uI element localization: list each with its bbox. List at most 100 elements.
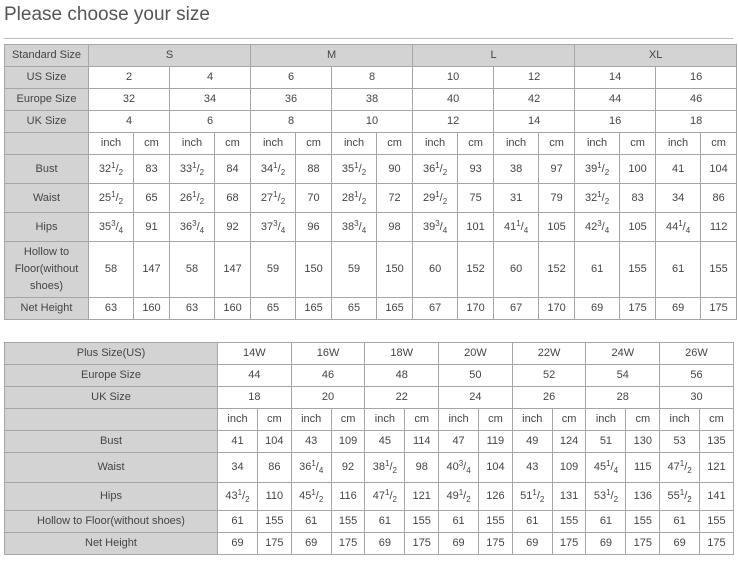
measurement-cell: 251/2 bbox=[88, 183, 134, 213]
fraction-numerator: 1 bbox=[678, 218, 683, 228]
measurement-cell: 43 bbox=[290, 430, 332, 453]
plus-size-value: 22W bbox=[511, 342, 587, 365]
fraction-denominator: 2 bbox=[245, 495, 250, 504]
unit-inch: inch bbox=[412, 132, 459, 155]
unit-inch: inch bbox=[169, 132, 215, 155]
measurement-cell: 69 bbox=[290, 532, 332, 555]
table-row: Plus Size(US) 14W 16W 18W 20W 22W 24W 26W bbox=[4, 342, 734, 365]
table-row: Hollow to Floor(without shoes) 58 147 58 147… bbox=[4, 241, 738, 298]
uk-size-value: 26 bbox=[511, 386, 587, 409]
measurement-cell: 91 bbox=[133, 212, 170, 242]
unit-inch: inch bbox=[655, 132, 702, 155]
measurement-cell: 165 bbox=[376, 297, 414, 320]
measurement-cell: 175 bbox=[700, 297, 738, 320]
measurement-cell: 126 bbox=[478, 482, 513, 511]
unit-inch: inch bbox=[364, 408, 406, 431]
table-row: Bust 321/2 83 331/2 84 341/2 88 351/2 90 361/2 93 3… bbox=[4, 154, 738, 184]
measurement-cell: 112 bbox=[700, 212, 738, 242]
unit-inch: inch bbox=[493, 132, 540, 155]
measurement-label: Net Height bbox=[4, 297, 89, 320]
unit-cm: cm bbox=[538, 132, 576, 155]
europe-size-value: 42 bbox=[493, 88, 576, 111]
whole-number: 36 bbox=[179, 220, 193, 233]
whole-number: 39 bbox=[584, 162, 598, 175]
measurement-cell: 97 bbox=[538, 154, 576, 184]
measurement-cell: 72 bbox=[376, 183, 414, 213]
whole-number: 38 bbox=[341, 220, 355, 233]
fraction-numerator: 3 bbox=[111, 218, 116, 228]
measurement-label: Hips bbox=[4, 212, 89, 242]
whole-number: 36 bbox=[299, 461, 312, 473]
whole-number: 44 bbox=[665, 220, 679, 233]
us-size-label: US Size bbox=[4, 66, 89, 89]
fraction-denominator: 4 bbox=[361, 225, 367, 235]
fraction-numerator: 1 bbox=[192, 160, 197, 170]
measurement-label: Hollow to Floor(without shoes) bbox=[4, 510, 218, 533]
measurement-cell: 61 bbox=[364, 510, 406, 533]
measurement-cell: 351/2 bbox=[331, 154, 378, 184]
plus-size-value: 16W bbox=[290, 342, 366, 365]
unit-inch: inch bbox=[88, 132, 134, 155]
measurement-cell: 61 bbox=[511, 510, 553, 533]
fraction-numerator: 1 bbox=[111, 189, 116, 199]
fraction-numerator: 1 bbox=[532, 488, 537, 497]
plus-size-value: 26W bbox=[659, 342, 734, 365]
europe-size-value: 40 bbox=[412, 88, 495, 111]
measurement-cell: 175 bbox=[699, 532, 734, 555]
standard-size-header: XL bbox=[574, 44, 738, 67]
measurement-cell: 43 bbox=[511, 452, 553, 483]
measurement-cell: 61 bbox=[290, 510, 332, 533]
unit-inch: inch bbox=[290, 408, 332, 431]
fraction-numerator: 1 bbox=[435, 189, 440, 199]
europe-size-label: Europe Size bbox=[4, 364, 218, 387]
measurement-cell: 361/2 bbox=[412, 154, 459, 184]
fraction-denominator: 2 bbox=[392, 495, 397, 504]
measurement-cell: 341/2 bbox=[250, 154, 297, 184]
whole-number: 29 bbox=[422, 191, 436, 204]
table-row: UK Size 18 20 22 24 26 28 30 bbox=[4, 386, 734, 409]
whole-number: 53 bbox=[593, 490, 607, 502]
measurement-cell: 155 bbox=[478, 510, 513, 533]
measurement-cell: 150 bbox=[295, 241, 333, 298]
measurement-cell: 393/4 bbox=[412, 212, 459, 242]
europe-size-value: 48 bbox=[364, 364, 440, 387]
unit-cm: cm bbox=[551, 408, 587, 431]
whole-number: 43 bbox=[225, 490, 238, 502]
fraction-denominator: 4 bbox=[604, 225, 610, 235]
measurement-cell: 155 bbox=[700, 241, 738, 298]
fraction-numerator: 3 bbox=[192, 218, 197, 228]
unit-inch: inch bbox=[585, 408, 627, 431]
measurement-cell: 41 bbox=[217, 430, 258, 453]
measurement-cell: 121 bbox=[404, 482, 440, 511]
uk-size-value: 14 bbox=[493, 110, 576, 133]
measurement-cell: 136 bbox=[625, 482, 661, 511]
europe-size-value: 34 bbox=[168, 88, 252, 111]
europe-size-value: 52 bbox=[511, 364, 587, 387]
measurement-cell: 92 bbox=[213, 212, 252, 242]
measurement-cell: 83 bbox=[133, 154, 170, 184]
measurement-cell: 45 bbox=[364, 430, 406, 453]
measurement-cell: 175 bbox=[625, 532, 661, 555]
fraction-numerator: 1 bbox=[237, 488, 243, 497]
table-row: Hollow to Floor(without shoes) 61 155 61 155… bbox=[4, 510, 734, 533]
uk-size-value: 16 bbox=[574, 110, 657, 133]
measurement-label: Hips bbox=[4, 482, 218, 511]
us-size-value: 8 bbox=[331, 66, 414, 89]
measurement-label: Bust bbox=[4, 430, 218, 453]
measurement-cell: 90 bbox=[376, 154, 414, 184]
measurement-cell: 451/4 bbox=[585, 452, 627, 483]
us-size-value: 4 bbox=[168, 66, 252, 89]
standard-size-header: M bbox=[250, 44, 414, 67]
measurement-cell: 93 bbox=[457, 154, 495, 184]
measurement-cell: 175 bbox=[551, 532, 587, 555]
uk-size-value: 10 bbox=[331, 110, 414, 133]
europe-size-value: 44 bbox=[574, 88, 657, 111]
fraction-denominator: 2 bbox=[118, 196, 124, 206]
measurement-cell: 79 bbox=[538, 183, 576, 213]
fraction-numerator: 1 bbox=[606, 459, 611, 468]
fraction-denominator: 2 bbox=[442, 167, 448, 177]
measurement-cell: 69 bbox=[574, 297, 621, 320]
measurement-cell: 65 bbox=[331, 297, 378, 320]
unit-cm: cm bbox=[133, 132, 170, 155]
measurement-cell: 155 bbox=[551, 510, 587, 533]
